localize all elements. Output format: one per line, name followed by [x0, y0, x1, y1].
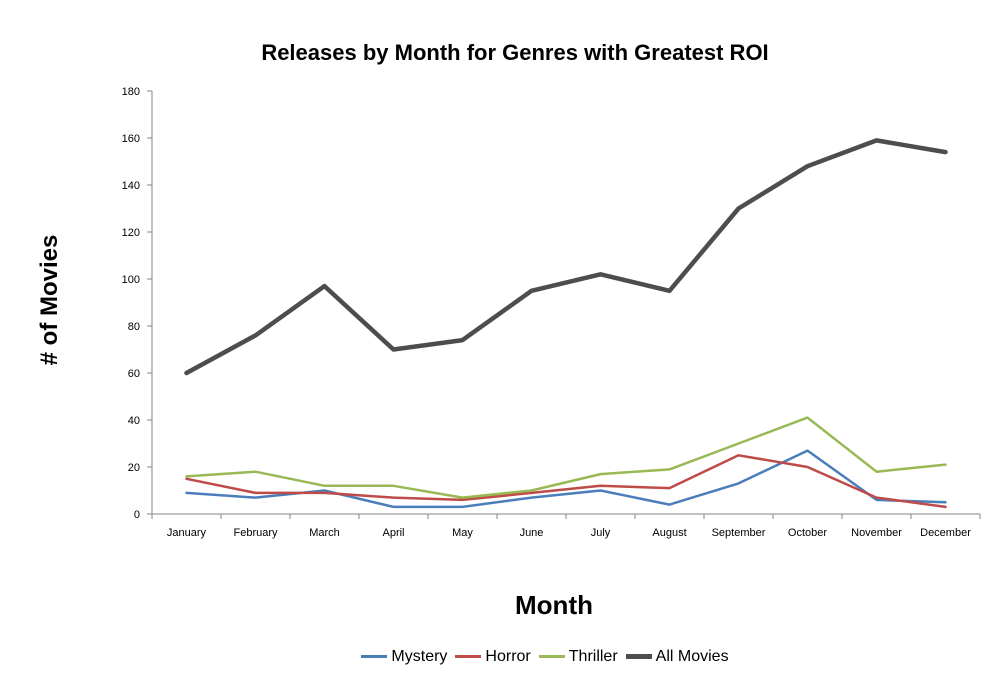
x-tick-label: June [520, 527, 544, 539]
legend: Mystery Horror Thriller All Movies [0, 648, 993, 666]
x-axis-label: Month [515, 590, 593, 620]
x-tick-label: April [382, 527, 404, 539]
legend-label: Thriller [568, 648, 618, 665]
legend-item: All Movies [625, 648, 729, 666]
chart-title: Releases by Month for Genres with Greate… [261, 40, 769, 65]
legend-label: Mystery [391, 648, 448, 665]
legend-swatch [538, 655, 565, 659]
x-tick-label: August [652, 527, 686, 539]
y-tick-label: 160 [122, 133, 140, 145]
legend-swatch [361, 655, 388, 659]
y-tick-label: 120 [122, 227, 140, 239]
x-tick-label: March [309, 527, 340, 539]
x-tick-label: December [920, 527, 971, 539]
x-tick-label: February [233, 527, 278, 539]
x-tick-label: November [851, 527, 902, 539]
x-tick-label: January [167, 527, 207, 539]
legend-item: Horror [455, 648, 531, 666]
y-tick-label: 40 [128, 415, 140, 427]
x-tick-label: May [452, 527, 473, 539]
series-line-thriller [185, 416, 947, 499]
y-tick-label: 100 [122, 274, 140, 286]
y-tick-label: 20 [128, 462, 140, 474]
y-tick-label: 80 [128, 321, 140, 333]
axes: 0 20 40 60 80 100 120 140 160 180 January February M… [122, 86, 981, 539]
legend-swatch [455, 655, 482, 659]
legend-label: All Movies [655, 648, 729, 665]
y-tick-label: 60 [128, 368, 140, 380]
series-line-all-movies [184, 138, 948, 376]
y-tick-label: 0 [134, 509, 140, 521]
legend-item: Thriller [538, 648, 618, 666]
series-lines [184, 138, 948, 509]
x-tick-label: October [788, 527, 827, 539]
series-line-horror [185, 454, 947, 509]
y-tick-label: 180 [122, 86, 140, 98]
legend-item: Mystery [361, 648, 447, 666]
legend-swatch [625, 654, 652, 660]
x-tick-label: September [712, 527, 766, 539]
legend-label: Horror [485, 648, 531, 665]
y-tick-label: 140 [122, 180, 140, 192]
x-tick-label: July [591, 527, 611, 539]
